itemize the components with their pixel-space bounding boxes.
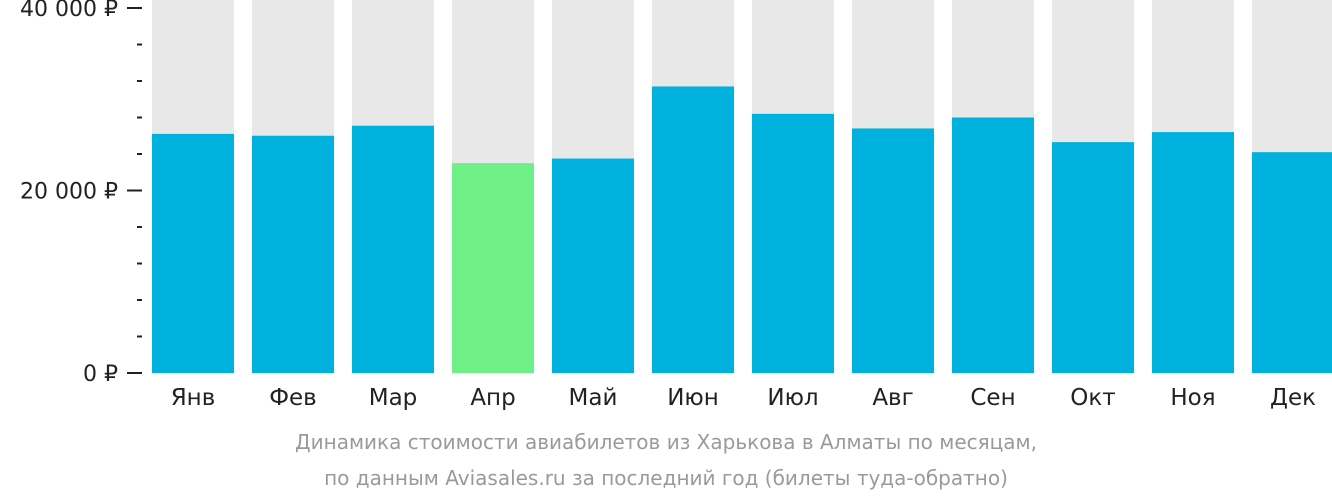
y-tick-label: 40 000 ₽ <box>20 0 118 22</box>
bar-Янв[interactable] <box>152 133 234 373</box>
bar-Июн[interactable] <box>652 86 734 373</box>
y-axis: 0 ₽ 20 000 ₽ 40 000 ₽ <box>20 0 142 387</box>
x-tick-label: Фев <box>269 385 317 411</box>
x-tick-label: Авг <box>872 385 913 411</box>
chart-caption-line-1: Динамика стоимости авиабилетов из Харько… <box>295 430 1037 454</box>
x-tick-label: Ноя <box>1170 385 1215 411</box>
x-tick-label: Сен <box>970 385 1015 411</box>
x-tick-label: Янв <box>171 385 216 411</box>
x-tick-label: Апр <box>470 385 515 411</box>
x-tick-label: Июн <box>667 385 719 411</box>
price-bar-chart: 0 ₽ 20 000 ₽ 40 000 ₽ Янв Фев Мар Апр Май Июн Ию… <box>20 0 1332 411</box>
bars <box>152 0 1332 374</box>
x-tick-label: Июл <box>767 385 818 411</box>
bar-Мар[interactable] <box>352 125 434 374</box>
x-tick-label: Мар <box>369 385 418 411</box>
x-tick-label: Дек <box>1270 385 1316 411</box>
bar-Фев[interactable] <box>252 135 334 373</box>
bar-Май[interactable] <box>552 158 634 373</box>
y-tick-label: 0 ₽ <box>83 362 118 387</box>
y-tick-label: 20 000 ₽ <box>20 180 118 205</box>
bar-Сен[interactable] <box>952 117 1034 374</box>
bar-Дек[interactable] <box>1252 152 1332 373</box>
bar-Авг[interactable] <box>852 128 934 373</box>
bar-Ноя[interactable] <box>1152 132 1234 373</box>
bar-Июл[interactable] <box>752 113 834 373</box>
chart-caption-line-2: по данным Aviasales.ru за последний год … <box>324 466 1008 490</box>
bar-Апр[interactable] <box>452 163 534 373</box>
bar-Окт[interactable] <box>1052 142 1134 373</box>
x-tick-label: Май <box>569 385 618 411</box>
x-tick-label: Окт <box>1070 385 1115 411</box>
x-axis: Янв Фев Мар Апр Май Июн Июл Авг Сен Окт Ноя Дек <box>171 385 1316 411</box>
